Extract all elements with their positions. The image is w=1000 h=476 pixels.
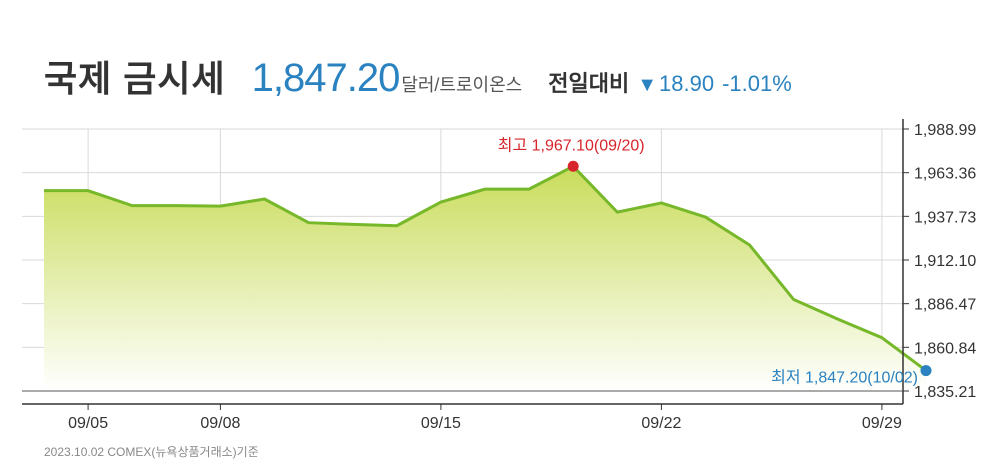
price-unit: 달러/트로이온스 (401, 75, 523, 95)
chart-header: 국제 금시세 1,847.20 달러/트로이온스 전일대비 ▼ 18.90 -1… (44, 50, 792, 100)
price-line (44, 164, 927, 372)
y-tick-label: 1,963.36 (914, 166, 976, 183)
change-value: 18.90 (659, 71, 715, 96)
x-tick-label: 09/15 (421, 415, 461, 432)
high-label: 최고 1,967.10(09/20) (498, 136, 645, 154)
low-point (920, 365, 932, 377)
source-note: 2023.10.02 COMEX(뉴욕상품거래소)기준 (44, 445, 259, 459)
change-percent: -1.01% (722, 71, 792, 96)
chart-title: 국제 금시세 (44, 58, 226, 99)
down-arrow-icon: ▼ (637, 74, 657, 96)
axes: 1,988.99 1,963.36 1,937.73 1,912.10 1,886.47… (22, 119, 976, 432)
current-price: 1,847.20 (251, 56, 401, 100)
compare-label: 전일대비 (548, 71, 630, 96)
x-tick-label: 09/05 (68, 415, 108, 432)
x-tick-label: 09/22 (641, 415, 681, 432)
y-tick-label: 1,937.73 (914, 209, 976, 226)
y-tick-label: 1,835.21 (914, 384, 976, 401)
y-tick-label: 1,860.84 (914, 340, 976, 357)
x-tick-label: 09/29 (862, 415, 902, 432)
price-area (44, 166, 926, 391)
y-tick-label: 1,912.10 (914, 253, 976, 270)
x-tick-label: 09/08 (200, 415, 240, 432)
high-point (567, 160, 579, 172)
y-tick-label: 1,988.99 (914, 122, 976, 139)
markers: 최고 1,967.10(09/20) 최저 1,847.20(10/02) (498, 136, 932, 387)
y-tick-label: 1,886.47 (914, 297, 976, 314)
low-label: 최저 1,847.20(10/02) (771, 369, 918, 387)
